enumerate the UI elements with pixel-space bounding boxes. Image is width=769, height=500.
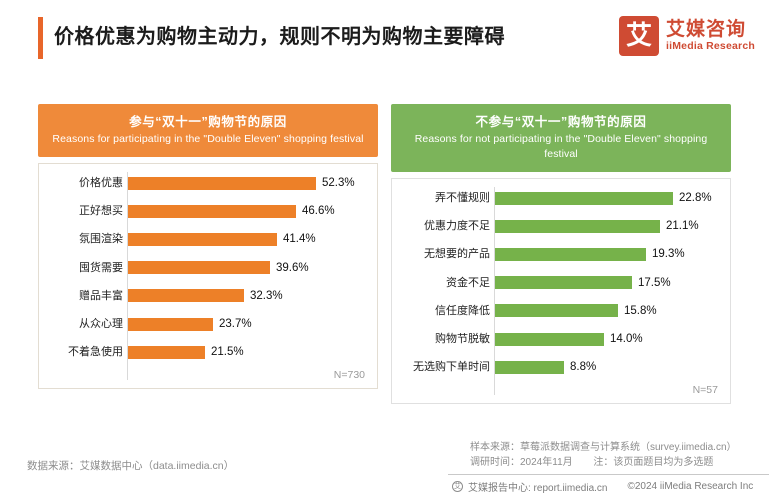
bar-rows-not-participating: 弄不懂规则 22.8% 优惠力度不足 21.1% 无想要的产品 19.3% 资金不足 17.5… (392, 187, 730, 381)
footer-survey-line: 调研时间：2024年11月 注：该页面题目均为多选题 (470, 455, 737, 470)
bar (128, 289, 244, 303)
bar-category-label: 弄不懂规则 (435, 192, 490, 204)
logo-name-cn: 艾媒咨询 (666, 19, 747, 40)
bar-value-label: 17.5% (638, 276, 671, 289)
bar-value-label: 15.8% (624, 304, 657, 317)
chart-participating: 价格优惠 52.3% 正好想买 46.6% 氛围渲染 41.4% 囤货需要 39.6% 赠品丰富… (38, 163, 378, 389)
bar-category-label: 囤货需要 (79, 261, 123, 274)
bar-row: 信任度降低 15.8% (392, 304, 730, 318)
panel-title-en: Reasons for not participating in the "Do… (414, 133, 708, 160)
bar-value-label: 22.8% (679, 192, 712, 204)
bar-category-label: 购物节脱敏 (435, 333, 490, 345)
bar-row: 氛围渲染 41.4% (39, 232, 377, 246)
bar-value-label: 8.8% (570, 361, 597, 374)
footer-note: 注：该页面题目均为多选题 (593, 457, 714, 468)
bar-value-label: 52.3% (322, 177, 355, 189)
sample-size-label: N=730 (333, 369, 365, 381)
bar (495, 219, 660, 233)
panel-title-cn: 不参与“双十一”购物节的原因 (475, 115, 647, 129)
bar-row: 无想要的产品 19.3% (392, 247, 730, 261)
footer-data-source: 数据来源：艾媒数据中心（data.iimedia.cn） (27, 460, 235, 472)
bar-rows-participating: 价格优惠 52.3% 正好想买 46.6% 氛围渲染 41.4% 囤货需要 39.6% 赠品丰富… (39, 172, 377, 366)
bar-value-label: 32.3% (250, 289, 283, 302)
bar (495, 276, 632, 290)
logo-mark-icon: 艾 (619, 16, 659, 56)
panel-title-cn: 参与“双十一”购物节的原因 (129, 115, 287, 129)
bar-category-label: 无想要的产品 (424, 248, 490, 261)
bar-row: 优惠力度不足 21.1% (392, 219, 730, 233)
bar-category-label: 不着急使用 (68, 346, 123, 359)
bar-value-label: 46.6% (302, 205, 335, 218)
bar (128, 261, 270, 275)
brand-logo: 艾 艾媒咨询 iiMedia Research (619, 16, 755, 56)
bar (128, 317, 213, 331)
bar (128, 204, 296, 218)
panel-title-en: Reasons for participating in the "Double… (52, 133, 364, 145)
bar-category-label: 正好想买 (79, 205, 123, 218)
bar-category-label: 信任度降低 (435, 304, 490, 317)
footer-copyright: ©2024 iiMedia Research Inc (627, 481, 754, 492)
bar-value-label: 19.3% (652, 248, 685, 261)
bar (128, 232, 277, 246)
bar-category-label: 无选购下单时间 (413, 361, 490, 374)
title-accent-bar (38, 17, 43, 59)
bar-row: 购物节脱敏 14.0% (392, 332, 730, 346)
bar-value-label: 21.5% (211, 346, 244, 359)
bar-row: 囤货需要 39.6% (39, 261, 377, 275)
panel-header-not-participating: 不参与“双十一”购物节的原因 Reasons for not participa… (391, 104, 731, 172)
bar-category-label: 优惠力度不足 (424, 220, 490, 233)
bar-row: 不着急使用 21.5% (39, 345, 377, 359)
page-title: 价格优惠为购物主动力，规则不明为购物主要障碍 (54, 26, 505, 48)
page-header: 价格优惠为购物主动力，规则不明为购物主要障碍 艾 艾媒咨询 iiMedia Re… (0, 0, 769, 78)
bar-row: 弄不懂规则 22.8% (392, 191, 730, 205)
bar-category-label: 赠品丰富 (79, 289, 123, 302)
logo-text: 艾媒咨询 iiMedia Research (666, 19, 755, 53)
bar-row: 无选购下单时间 8.8% (392, 360, 730, 374)
bar-category-label: 价格优惠 (79, 177, 123, 189)
logo-name-en: iiMedia Research (666, 40, 755, 52)
bar (495, 247, 646, 261)
panel-header-participating: 参与“双十一”购物节的原因 Reasons for participating … (38, 104, 378, 157)
footer-sample-source: 样本来源：草莓派数据调查与计算系统（survey.iimedia.cn） (470, 442, 737, 453)
bar-value-label: 14.0% (610, 333, 643, 345)
bar (128, 345, 205, 359)
bar-value-label: 23.7% (219, 318, 252, 330)
footer-report-bar: 艾 艾媒报告中心: report.iimedia.cn ©2024 iiMedi… (452, 479, 753, 494)
bar-category-label: 从众心理 (79, 318, 123, 330)
bar-row: 资金不足 17.5% (392, 276, 730, 290)
bar-category-label: 资金不足 (446, 276, 490, 289)
bar-row: 从众心理 23.7% (39, 317, 377, 331)
bar-row: 价格优惠 52.3% (39, 176, 377, 190)
bar-value-label: 41.4% (283, 233, 316, 246)
bar-category-label: 氛围渲染 (79, 233, 123, 246)
bar (128, 176, 316, 190)
bar (495, 332, 604, 346)
panel-not-participating: 不参与“双十一”购物节的原因 Reasons for not participa… (391, 104, 731, 404)
bar (495, 360, 564, 374)
globe-icon: 艾 (452, 481, 463, 492)
footer-survey-time: 调研时间：2024年11月 (470, 457, 573, 468)
panel-participating: 参与“双十一”购物节的原因 Reasons for participating … (38, 104, 378, 389)
sample-size-label: N=57 (692, 384, 718, 396)
chart-not-participating: 弄不懂规则 22.8% 优惠力度不足 21.1% 无想要的产品 19.3% 资金不足 17.5… (391, 178, 731, 404)
bar (495, 191, 673, 205)
footer-sample-info: 样本来源：草莓派数据调查与计算系统（survey.iimedia.cn） 调研时… (470, 440, 737, 470)
footer-divider (448, 474, 769, 475)
chart-axis-line (127, 172, 128, 380)
footer-report-center[interactable]: 艾媒报告中心: report.iimedia.cn (468, 483, 608, 494)
bar-value-label: 39.6% (276, 261, 309, 274)
bar-row: 正好想买 46.6% (39, 204, 377, 218)
bar (495, 304, 618, 318)
bar-row: 赠品丰富 32.3% (39, 289, 377, 303)
bar-value-label: 21.1% (666, 220, 699, 233)
chart-axis-line (494, 187, 495, 395)
